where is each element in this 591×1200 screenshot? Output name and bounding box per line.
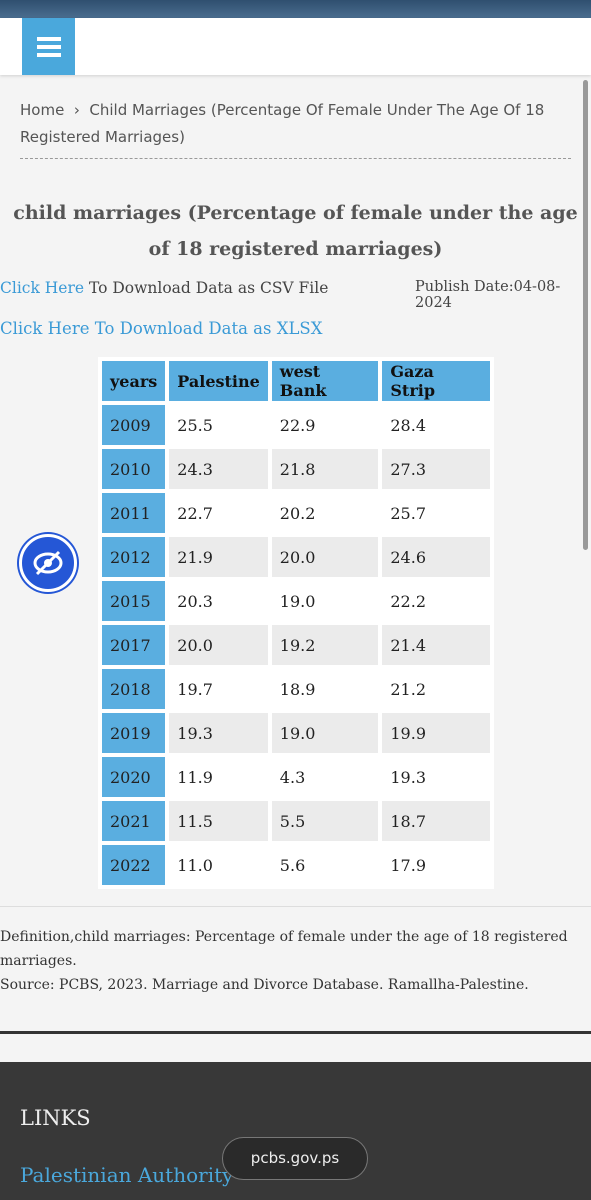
table-cell: 21.8 (271, 449, 379, 489)
data-table: years Palestine west Bank Gaza Strip 2009 25.… (98, 357, 494, 889)
year-cell: 2011 (102, 493, 166, 533)
table-row: 2018 19.7 18.9 21.2 (102, 669, 490, 709)
table-cell: 18.9 (279, 679, 316, 699)
table-cell: 20.2 (279, 503, 316, 523)
table-cell: 25.5 (177, 415, 213, 435)
table-cell: 19.7 (177, 679, 213, 699)
scrollbar (583, 80, 588, 550)
table-row: 2012 21.9 20.0 24.6 (102, 537, 490, 577)
year-cell: 2018 (102, 669, 166, 709)
year-cell: 2009 (102, 405, 166, 445)
table-cell: 24.6 (382, 537, 490, 577)
table-cell: 20.0 (169, 625, 268, 665)
table-cell: 19.9 (382, 713, 490, 753)
page-title: child marriages (Percentage of female un… (13, 202, 578, 260)
header-cell: years (102, 361, 166, 401)
table-cell: 19.2 (271, 625, 379, 665)
table-cell: 19.3 (169, 713, 268, 753)
year-cell: 2010 (102, 449, 166, 489)
header-cell: Palestine (169, 361, 268, 401)
table-cell: 5.5 (271, 801, 379, 841)
menu-button[interactable] (22, 18, 75, 75)
table-cell: 21.4 (382, 625, 490, 665)
table-cell: 19.3 (390, 767, 426, 787)
year-cell: 2017 (102, 625, 166, 665)
table-row: 2019 19.3 19.0 19.9 (102, 713, 490, 753)
table-cell: 22.7 (177, 503, 213, 523)
table-cell: 22.2 (390, 591, 426, 611)
year-cell: 2015 (102, 581, 166, 621)
divider (0, 1031, 591, 1034)
year-cell: 2012 (102, 537, 166, 577)
table-cell: 17.9 (390, 855, 426, 875)
breadcrumb-current: Child Marriages (Percentage Of Female Un… (20, 101, 545, 146)
breadcrumb: Home › Child Marriages (Percentage Of Fe… (20, 101, 545, 146)
publish-date: Publish Date:04-08-2024 (415, 279, 561, 311)
source: Source: PCBS, 2023. Marriage and Divorce… (0, 977, 529, 993)
table-cell: 20.3 (177, 591, 213, 611)
table-row: 2015 20.3 19.0 22.2 (102, 581, 490, 621)
url-pill[interactable]: pcbs.gov.ps (222, 1137, 368, 1180)
table-cell: 19.0 (279, 591, 316, 611)
divider (0, 906, 591, 907)
table-cell: 22.9 (279, 415, 316, 435)
year-cell: 2019 (102, 713, 166, 753)
site-header (0, 18, 591, 75)
table-cell: 25.7 (390, 503, 426, 523)
table-cell: 11.0 (177, 855, 213, 875)
divider (20, 158, 571, 159)
table-cell: 21.2 (390, 679, 426, 699)
year-cell: 2021 (102, 801, 166, 841)
table-cell: 21.9 (169, 537, 268, 577)
csv-link[interactable]: Click Here (0, 279, 85, 297)
header-cell: Gaza Strip (382, 361, 490, 401)
table-row: 2022 11.0 5.6 17.9 (102, 845, 490, 885)
table-cell: 19.0 (271, 713, 379, 753)
table-cell: 27.3 (382, 449, 490, 489)
table-row: 2021 11.5 5.5 18.7 (102, 801, 490, 841)
year-cell: 2020 (102, 757, 166, 797)
table-row: 2020 11.9 4.3 19.3 (102, 757, 490, 797)
accessibility-button[interactable] (19, 534, 77, 592)
eye-icon (33, 550, 63, 576)
breadcrumb-home[interactable]: Home (20, 101, 65, 119)
table-row: 2009 25.5 22.9 28.4 (102, 405, 490, 445)
year-cell: 2022 (102, 845, 166, 885)
table-row: 2010 24.3 21.8 27.3 (102, 449, 490, 489)
csv-download: Click Here To Download Data as CSV File (0, 279, 328, 297)
table-cell: 4.3 (279, 767, 306, 787)
footer-heading: LINKS (20, 1106, 91, 1130)
table-row: 2011 22.7 20.2 25.7 (102, 493, 490, 533)
xlsx-link[interactable]: Click Here To Download Data as XLSX (0, 319, 323, 338)
csv-text: To Download Data as CSV File (88, 279, 329, 297)
footer-link[interactable]: Palestinian Authority (20, 1163, 234, 1187)
table-cell: 5.6 (279, 855, 306, 875)
table-cell: 20.0 (271, 537, 379, 577)
table-cell: 24.3 (169, 449, 268, 489)
definition: Definition,child marriages: Percentage o… (0, 929, 568, 969)
table-cell: 18.7 (382, 801, 490, 841)
table-cell: 11.9 (177, 767, 213, 787)
table-row: 2017 20.0 19.2 21.4 (102, 625, 490, 665)
table-cell: 28.4 (390, 415, 426, 435)
header-row: years Palestine west Bank Gaza Strip (102, 361, 490, 401)
header-cell: west Bank (271, 361, 379, 401)
table-cell: 11.5 (169, 801, 268, 841)
notes: Definition,child marriages: Percentage o… (0, 925, 580, 997)
status-bar (0, 0, 591, 18)
